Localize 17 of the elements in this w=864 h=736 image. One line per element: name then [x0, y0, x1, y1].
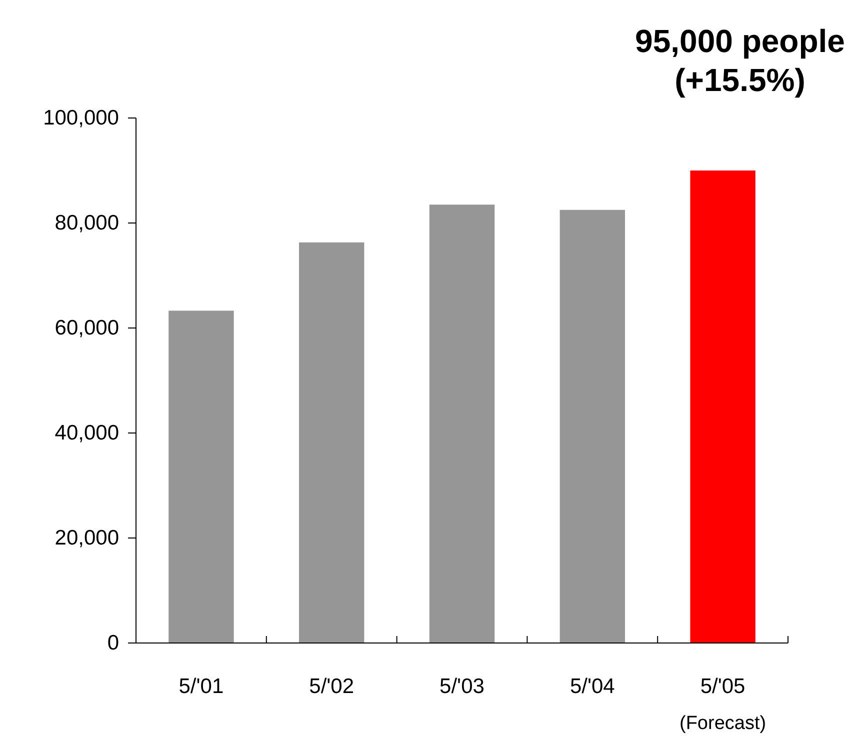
bar: [168, 310, 234, 643]
x-tick-label: 5/'01: [178, 675, 224, 698]
y-tick-label: 20,000: [54, 526, 119, 550]
y-tick-label: 100,000: [43, 106, 119, 130]
bar: [560, 210, 625, 643]
y-tick-label: 40,000: [54, 422, 119, 445]
bar: [429, 204, 495, 643]
bar: [299, 242, 364, 643]
y-tick-label: 60,000: [54, 316, 119, 340]
text: 95,000 people (+15.5%): [635, 23, 845, 98]
y-tick-label: 0: [107, 632, 119, 655]
x-tick-label: 5/'03: [440, 675, 484, 698]
y-tick-label: 80,000: [54, 212, 119, 235]
bar: [690, 170, 756, 643]
x-tick-label: 5/'05 (Forecast): [680, 675, 766, 734]
x-tick-label: 5/'04: [570, 675, 616, 698]
x-tick-label: 5/'02: [309, 675, 354, 698]
